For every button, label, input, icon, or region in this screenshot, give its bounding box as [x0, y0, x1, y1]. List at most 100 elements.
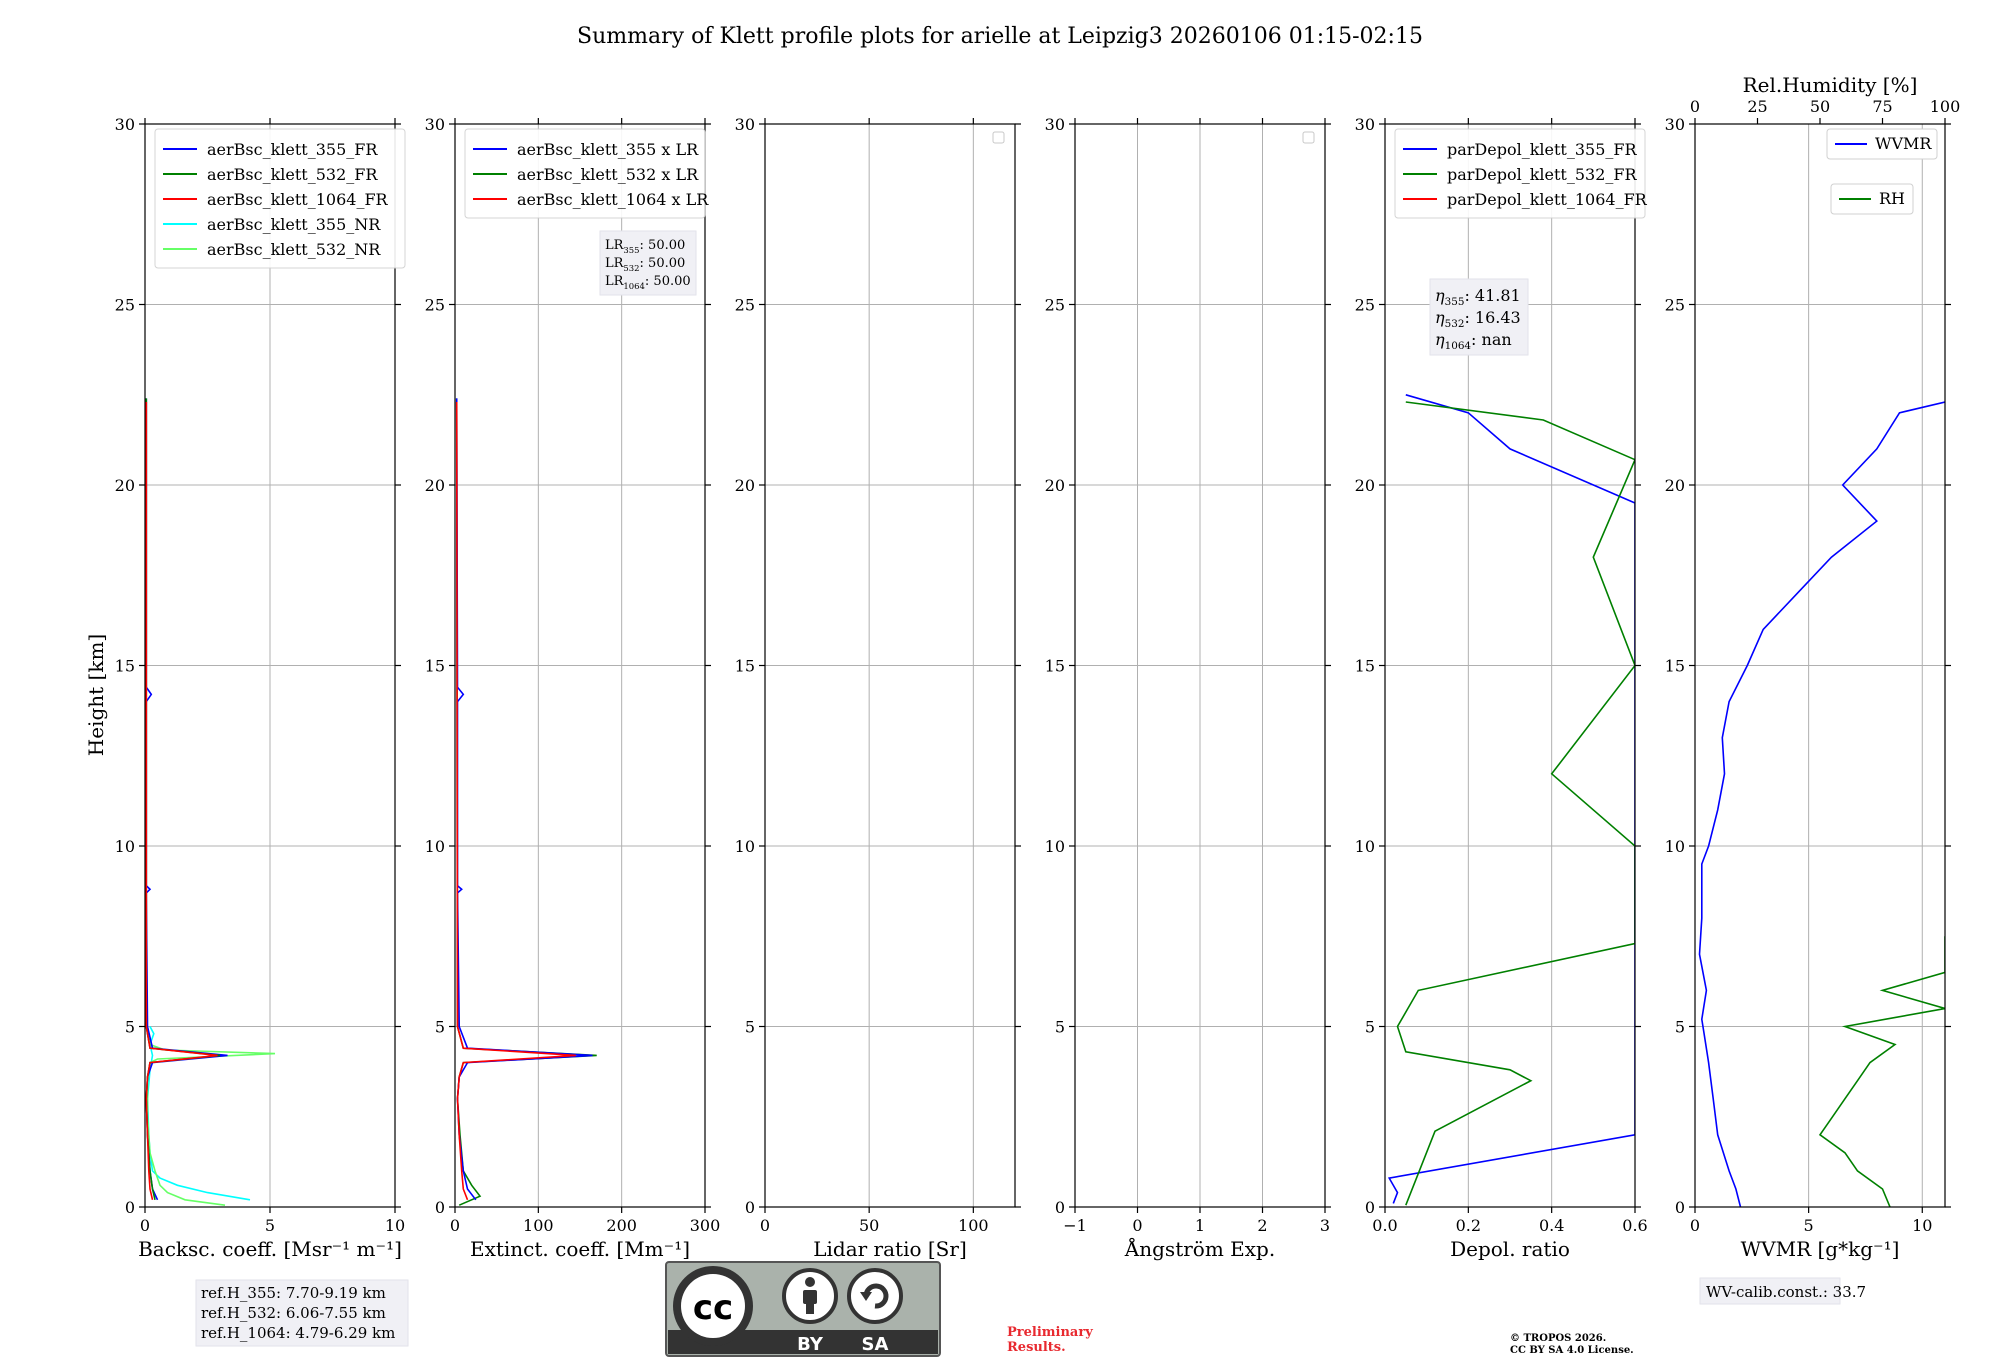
cc-logo-text: cc [693, 1288, 733, 1328]
panel-wvmr: 0 5 10 15 20 25 30 0 5 10 WVMR [g*kg⁻¹] 0 25 50 75 100 R… [1665, 73, 1961, 1261]
ytick-label: 5 [1055, 1018, 1065, 1037]
ytick-label: 15 [1665, 657, 1685, 676]
ytick-label: 20 [735, 476, 755, 495]
legend-label: aerBsc_klett_355_FR [207, 140, 378, 159]
top-xtick-label: 50 [1810, 97, 1830, 116]
ref-height-355: ref.H_355: 7.70-9.19 km [201, 1284, 386, 1302]
xtick-label: 5 [265, 1216, 275, 1235]
top-xtick-label: 0 [1690, 97, 1700, 116]
legend-box [1394, 128, 1646, 219]
annotation-symbol: η [1435, 308, 1445, 327]
x-axis-label: Backsc. coeff. [Msr⁻¹ m⁻¹] [138, 1237, 402, 1261]
annotation-subscript: 1064 [1445, 340, 1472, 352]
legend-label: aerBsc_klett_355_NR [207, 215, 381, 234]
xtick-label: 1 [1195, 1216, 1205, 1235]
ref-height-532: ref.H_532: 6.06-7.55 km [201, 1304, 386, 1322]
annotation-subscript: 1064 [623, 281, 644, 291]
legend-label: aerBsc_klett_355 x LR [517, 140, 699, 159]
ytick-label: 20 [1355, 476, 1375, 495]
panel-lidar-ratio: 0 5 10 15 20 25 30 0 50 100 Lidar ratio [Sr] [735, 115, 1021, 1261]
annotation-line: LR1064: 50.00 [605, 274, 691, 291]
legend-label: aerBsc_klett_1064 x LR [517, 190, 709, 209]
wv-calib-annotation: WV-calib.const.: 33.7 [1699, 1277, 1866, 1305]
annotation-line: η355: 41.81 [1435, 286, 1521, 308]
legend-label: WVMR [1875, 134, 1932, 153]
xtick-label: 3 [1320, 1216, 1330, 1235]
annotation-subscript: 355 [1445, 296, 1465, 308]
ytick-label: 30 [1665, 115, 1685, 134]
ytick-label: 30 [735, 115, 755, 134]
series-line-aerBsc_klett_355_FR [145, 398, 228, 1201]
ytick-label: 5 [1365, 1018, 1375, 1037]
xtick-label: 100 [958, 1216, 989, 1235]
ytick-label: 30 [1355, 115, 1375, 134]
ytick-label: 25 [1355, 296, 1375, 315]
legend-label: RH [1879, 189, 1905, 208]
xtick-label: 2 [1257, 1216, 1267, 1235]
annotation-symbol: LR [605, 274, 625, 289]
copyright-line-1: © TROPOS 2026. [1510, 1333, 1606, 1344]
legend-label: aerBsc_klett_1064_FR [207, 190, 389, 209]
legend-box [464, 128, 706, 219]
ytick-label: 5 [125, 1018, 135, 1037]
annotation-box [599, 230, 697, 296]
series-line-aerBsc_klett_1064 x LR [455, 401, 576, 1201]
annotation-line: η532: 16.43 [1435, 308, 1521, 330]
annotation-symbol: LR [605, 256, 625, 271]
x-axis-label: Extinct. coeff. [Mm⁻¹] [470, 1237, 690, 1261]
copyright-line-2: CC BY SA 4.0 License. [1510, 1345, 1634, 1356]
xtick-label: −1 [1063, 1216, 1087, 1235]
annotation-box [1429, 278, 1529, 356]
legend-label: aerBsc_klett_532 x LR [517, 165, 699, 184]
annotation-subscript: 355 [623, 245, 639, 255]
ref-height-1064: ref.H_1064: 4.79-6.29 km [201, 1324, 395, 1342]
top-axis-label: Rel.Humidity [%] [1743, 73, 1918, 97]
wv-calib-text: WV-calib.const.: 33.7 [1706, 1283, 1866, 1301]
ytick-label: 15 [425, 657, 445, 676]
sa-label: SA [862, 1334, 889, 1355]
xtick-label: 0.2 [1456, 1216, 1481, 1235]
ytick-label: 20 [425, 476, 445, 495]
legend-label: parDepol_klett_1064_FR [1447, 190, 1648, 209]
annotation-subscript: 532 [1445, 318, 1465, 330]
ytick-label: 0 [745, 1198, 755, 1217]
ytick-label: 20 [115, 476, 135, 495]
annotation-line: LR532: 50.00 [605, 256, 685, 273]
annotation-value: : 16.43 [1464, 308, 1520, 327]
xtick-label: 0 [1690, 1216, 1700, 1235]
preliminary-line-1: Preliminary [1007, 1325, 1093, 1340]
annotation-line: η1064: nan [1435, 330, 1512, 352]
ytick-label: 25 [1665, 296, 1685, 315]
xtick-label: 0 [450, 1216, 460, 1235]
empty-legend [1302, 131, 1315, 144]
ytick-label: 25 [425, 296, 445, 315]
top-xtick-label: 25 [1747, 97, 1767, 116]
annotation-value: : nan [1471, 330, 1512, 349]
annotation-value: : 50.00 [640, 238, 686, 253]
legend-box [1826, 128, 1938, 160]
sa-share-alike-icon [847, 1268, 903, 1324]
ytick-label: 0 [1055, 1198, 1065, 1217]
legend-label: aerBsc_klett_532_FR [207, 165, 378, 184]
ytick-label: 15 [1355, 657, 1375, 676]
ytick-label: 15 [1045, 657, 1065, 676]
ytick-label: 25 [115, 296, 135, 315]
x-axis-label: WVMR [g*kg⁻¹] [1741, 1237, 1900, 1261]
ytick-label: 0 [435, 1198, 445, 1217]
top-xtick-label: 75 [1872, 97, 1892, 116]
xtick-label: 0 [760, 1216, 770, 1235]
ytick-label: 0 [125, 1198, 135, 1217]
ytick-label: 0 [1365, 1198, 1375, 1217]
annotation-subscript: 532 [623, 263, 639, 273]
ytick-label: 30 [1045, 115, 1065, 134]
annotation-value: : 50.00 [640, 256, 686, 271]
figure-title: Summary of Klett profile plots for ariel… [577, 24, 1423, 49]
ytick-label: 5 [745, 1018, 755, 1037]
xtick-label: 10 [1912, 1216, 1932, 1235]
legend-label: aerBsc_klett_532_NR [207, 240, 381, 259]
legend-box [1830, 183, 1914, 215]
x-axis-label: Ångström Exp. [1124, 1236, 1275, 1261]
